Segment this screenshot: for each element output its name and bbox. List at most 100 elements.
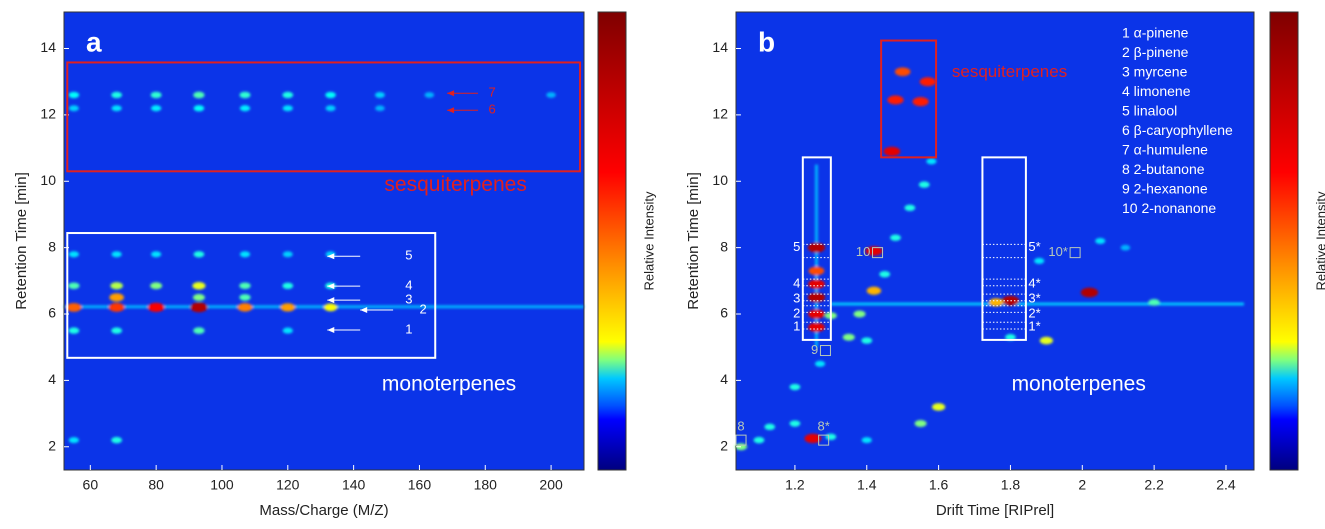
region-box xyxy=(981,156,1027,341)
intensity-spot xyxy=(68,251,79,258)
intensity-spot xyxy=(282,251,293,258)
region-label: monoterpenes xyxy=(1012,372,1146,395)
intensity-spot xyxy=(111,105,122,112)
intensity-spot xyxy=(111,327,123,334)
intensity-spot xyxy=(150,282,163,290)
peak-label: 3 xyxy=(793,291,800,306)
intensity-spot xyxy=(110,282,123,290)
intensity-spot xyxy=(894,67,911,77)
intensity-spot xyxy=(282,282,294,290)
intensity-spot xyxy=(807,292,826,303)
peak-label: 4 xyxy=(793,276,800,291)
intensity-spot xyxy=(914,420,927,428)
intensity-spot xyxy=(280,303,296,312)
intensity-spot xyxy=(1039,336,1053,345)
x-tick-label: 60 xyxy=(83,477,99,493)
y-tick-label: 4 xyxy=(720,371,728,387)
intensity-spot xyxy=(904,204,916,212)
legend-entry: 3 myrcene xyxy=(1122,64,1188,80)
x-axis-label: Drift Time [RIPrel] xyxy=(936,502,1054,519)
intensity-spot xyxy=(193,327,205,334)
intensity-spot xyxy=(932,403,946,411)
intensity-spot xyxy=(789,420,801,427)
legend-entry: 9 2-hexanone xyxy=(1122,181,1208,197)
intensity-spot xyxy=(424,92,435,98)
x-tick-label: 2 xyxy=(1078,477,1086,493)
intensity-spot xyxy=(68,437,79,444)
colorbar xyxy=(597,11,627,471)
intensity-spot xyxy=(111,251,122,258)
intensity-spot xyxy=(282,105,293,112)
y-tick-label: 2 xyxy=(720,437,728,453)
intensity-spot xyxy=(918,181,930,188)
peak-label: 3* xyxy=(1028,291,1040,306)
peak-label: 10* xyxy=(1048,244,1068,259)
intensity-spot xyxy=(239,91,251,99)
arrow-label: 6 xyxy=(489,102,496,117)
intensity-spot xyxy=(764,423,776,431)
arrow-head xyxy=(447,90,455,97)
intensity-spot xyxy=(808,266,825,276)
region-box xyxy=(66,61,582,173)
legend-entry: 6 β-caryophyllene xyxy=(1122,122,1233,138)
intensity-spot xyxy=(68,91,80,99)
region-label: sesquiterpenes xyxy=(952,62,1067,81)
x-tick-label: 1.2 xyxy=(785,477,805,493)
peak-label: 8 xyxy=(737,418,744,433)
region-box xyxy=(801,156,832,341)
intensity-spot xyxy=(879,270,891,278)
y-tick-label: 14 xyxy=(712,39,728,55)
plot-background xyxy=(64,12,584,470)
peak-marker xyxy=(872,247,884,259)
peak-marker xyxy=(735,434,747,446)
intensity-spot xyxy=(193,105,205,112)
peak-label: 5* xyxy=(1028,239,1040,254)
intensity-spot xyxy=(890,234,901,241)
intensity-spot xyxy=(239,282,251,290)
intensity-spot xyxy=(861,337,873,344)
y-tick-label: 12 xyxy=(712,106,728,122)
intensity-spot xyxy=(239,105,251,112)
arrow-label: 4 xyxy=(405,278,412,293)
intensity-spot xyxy=(919,77,936,87)
intensity-spot xyxy=(1120,244,1131,251)
intensity-spot xyxy=(192,293,205,301)
x-tick-label: 140 xyxy=(342,477,366,493)
peak-label: 10 xyxy=(856,244,870,259)
intensity-spot xyxy=(883,146,901,157)
intensity-spot xyxy=(190,302,208,313)
arrow-head xyxy=(327,253,335,260)
region-box xyxy=(66,232,437,359)
x-axis-label: Mass/Charge (M/Z) xyxy=(259,502,388,519)
y-tick-label: 14 xyxy=(40,39,56,55)
intensity-spot xyxy=(866,286,882,295)
intensity-spot xyxy=(853,310,866,318)
legend-entry: 2 β-pinene xyxy=(1122,44,1189,60)
x-tick-label: 2.2 xyxy=(1144,477,1164,493)
intensity-spot xyxy=(239,294,251,301)
intensity-spot xyxy=(1095,237,1106,245)
x-tick-label: 1.8 xyxy=(1001,477,1021,493)
x-tick-label: 180 xyxy=(474,477,498,493)
peak-marker xyxy=(1069,247,1081,259)
intensity-spot xyxy=(926,158,937,165)
intensity-spot xyxy=(193,251,205,258)
intensity-spot xyxy=(861,437,872,444)
colorbar xyxy=(1269,11,1299,471)
heat-layer xyxy=(64,91,584,444)
colorbar-label: Relative Intensity xyxy=(641,191,656,290)
intensity-spot xyxy=(108,302,125,312)
legend-entry: 1 α-pinene xyxy=(1122,25,1189,41)
intensity-spot xyxy=(192,282,206,290)
intensity-spot xyxy=(282,91,294,99)
x-tick-label: 1.6 xyxy=(929,477,949,493)
intensity-spot xyxy=(325,105,336,112)
y-tick-label: 6 xyxy=(48,305,56,321)
arrow-head xyxy=(327,283,335,290)
intensity-spot xyxy=(111,436,123,444)
x-tick-label: 160 xyxy=(408,477,432,493)
legend-entry: 10 2-nonanone xyxy=(1122,200,1216,216)
arrow-label: 3 xyxy=(405,292,412,307)
legend-entry: 7 α-humulene xyxy=(1122,142,1208,158)
arrow-head xyxy=(447,107,455,114)
